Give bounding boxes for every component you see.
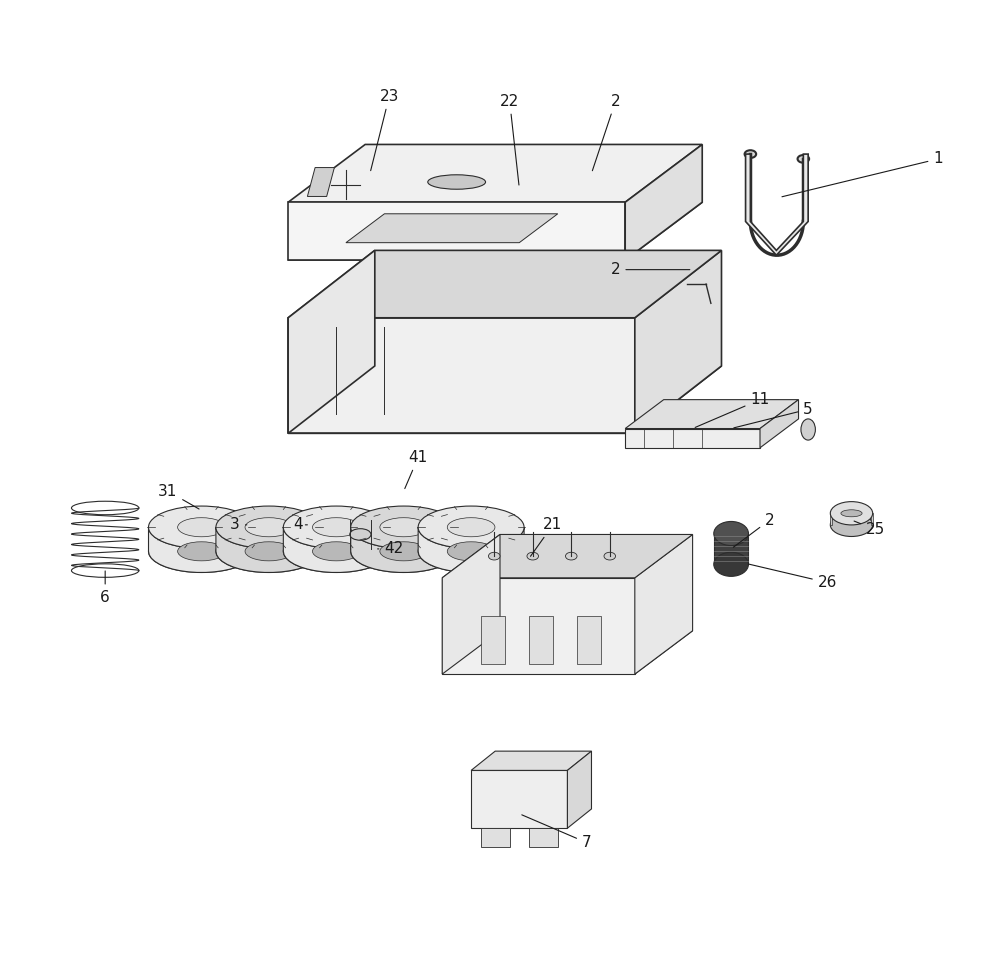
- Text: 26: 26: [748, 564, 837, 590]
- Text: 42: 42: [378, 541, 404, 557]
- Ellipse shape: [714, 521, 748, 545]
- Ellipse shape: [350, 529, 371, 540]
- Ellipse shape: [428, 174, 486, 189]
- Polygon shape: [216, 528, 322, 572]
- Text: 22: 22: [500, 93, 519, 185]
- Ellipse shape: [245, 542, 293, 560]
- Polygon shape: [635, 250, 721, 433]
- Polygon shape: [481, 828, 510, 847]
- Text: 1: 1: [782, 151, 943, 196]
- Polygon shape: [346, 214, 558, 243]
- Text: 21: 21: [531, 517, 563, 557]
- Ellipse shape: [841, 509, 862, 517]
- Polygon shape: [307, 168, 334, 196]
- Polygon shape: [418, 528, 524, 572]
- Polygon shape: [288, 318, 635, 433]
- Polygon shape: [442, 534, 500, 674]
- Ellipse shape: [714, 552, 748, 576]
- Ellipse shape: [351, 507, 457, 548]
- Ellipse shape: [745, 150, 756, 158]
- Ellipse shape: [418, 530, 524, 572]
- Text: 4: 4: [293, 517, 307, 533]
- Polygon shape: [481, 616, 505, 664]
- Ellipse shape: [488, 552, 500, 560]
- Ellipse shape: [565, 552, 577, 560]
- Polygon shape: [288, 250, 375, 433]
- Text: 11: 11: [695, 392, 770, 428]
- Ellipse shape: [178, 518, 225, 536]
- Ellipse shape: [283, 507, 389, 548]
- Ellipse shape: [798, 155, 809, 163]
- Polygon shape: [288, 250, 721, 318]
- Ellipse shape: [604, 552, 616, 560]
- Polygon shape: [288, 366, 721, 433]
- Text: 2: 2: [611, 262, 690, 277]
- Polygon shape: [471, 770, 567, 828]
- Polygon shape: [529, 828, 558, 847]
- Text: 41: 41: [405, 450, 428, 488]
- Polygon shape: [442, 534, 693, 578]
- Polygon shape: [625, 429, 760, 448]
- Polygon shape: [830, 513, 832, 525]
- Polygon shape: [442, 631, 693, 674]
- Ellipse shape: [312, 518, 360, 536]
- Polygon shape: [635, 534, 693, 674]
- Polygon shape: [529, 616, 553, 664]
- Polygon shape: [471, 751, 591, 770]
- Polygon shape: [288, 202, 625, 260]
- Ellipse shape: [830, 513, 873, 536]
- Polygon shape: [577, 616, 601, 664]
- Text: 2: 2: [733, 512, 774, 547]
- Polygon shape: [288, 144, 702, 202]
- Polygon shape: [871, 513, 873, 525]
- Ellipse shape: [216, 530, 322, 572]
- Ellipse shape: [830, 502, 873, 525]
- Ellipse shape: [380, 518, 428, 536]
- Polygon shape: [625, 144, 702, 260]
- Polygon shape: [283, 528, 389, 572]
- Polygon shape: [567, 751, 591, 828]
- Ellipse shape: [149, 507, 254, 548]
- Ellipse shape: [447, 542, 495, 560]
- Polygon shape: [746, 154, 808, 255]
- Ellipse shape: [527, 552, 539, 560]
- Ellipse shape: [149, 530, 254, 572]
- Ellipse shape: [447, 518, 495, 536]
- Ellipse shape: [418, 507, 524, 548]
- Ellipse shape: [312, 542, 360, 560]
- Ellipse shape: [283, 530, 389, 572]
- Polygon shape: [442, 578, 635, 674]
- Text: 6: 6: [100, 571, 110, 605]
- Text: 5: 5: [734, 402, 813, 428]
- Text: 25: 25: [854, 521, 885, 537]
- Ellipse shape: [380, 542, 428, 560]
- Polygon shape: [625, 400, 799, 429]
- Text: 31: 31: [158, 483, 199, 509]
- Text: 23: 23: [371, 89, 399, 170]
- Text: 7: 7: [522, 815, 591, 850]
- Polygon shape: [288, 202, 702, 260]
- Ellipse shape: [801, 419, 815, 440]
- Polygon shape: [149, 528, 254, 572]
- Polygon shape: [714, 534, 748, 564]
- Polygon shape: [351, 528, 457, 572]
- Ellipse shape: [245, 518, 293, 536]
- Polygon shape: [760, 400, 799, 448]
- Text: 3: 3: [230, 517, 247, 533]
- Ellipse shape: [178, 542, 225, 560]
- Text: 2: 2: [592, 93, 620, 170]
- Ellipse shape: [351, 530, 457, 572]
- Ellipse shape: [216, 507, 322, 548]
